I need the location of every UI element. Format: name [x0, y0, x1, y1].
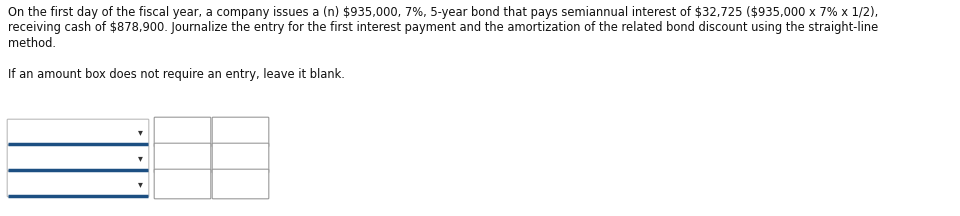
Text: If an amount box does not require an entry, leave it blank.: If an amount box does not require an ent…	[8, 68, 345, 81]
Text: receiving cash of $878,900. Journalize the entry for the first interest payment : receiving cash of $878,900. Journalize t…	[8, 22, 878, 35]
FancyBboxPatch shape	[155, 117, 211, 147]
Text: ▾: ▾	[138, 153, 143, 163]
FancyBboxPatch shape	[212, 117, 269, 147]
FancyBboxPatch shape	[8, 119, 149, 145]
FancyBboxPatch shape	[155, 143, 211, 173]
Text: method.: method.	[8, 37, 56, 50]
Text: ▾: ▾	[138, 179, 143, 189]
FancyBboxPatch shape	[8, 145, 149, 171]
Text: ▾: ▾	[138, 127, 143, 137]
FancyBboxPatch shape	[155, 169, 211, 199]
FancyBboxPatch shape	[212, 143, 269, 173]
FancyBboxPatch shape	[8, 171, 149, 197]
FancyBboxPatch shape	[212, 169, 269, 199]
Text: On the first day of the fiscal year, a company issues a (n) $935,000, 7%, 5-year: On the first day of the fiscal year, a c…	[8, 6, 878, 19]
